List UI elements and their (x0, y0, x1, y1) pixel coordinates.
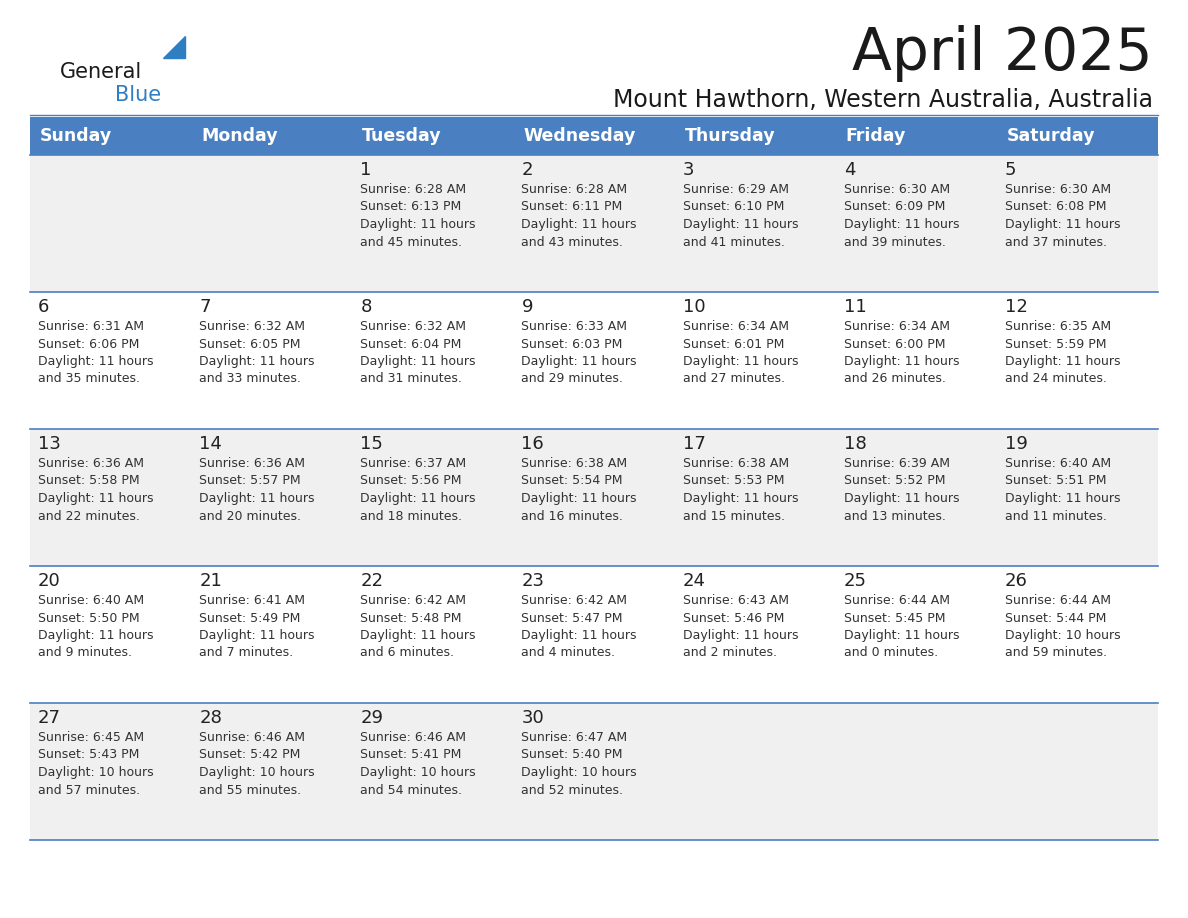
Text: Sunrise: 6:41 AM
Sunset: 5:49 PM
Daylight: 11 hours
and 7 minutes.: Sunrise: 6:41 AM Sunset: 5:49 PM Dayligh… (200, 594, 315, 659)
Text: Sunrise: 6:33 AM
Sunset: 6:03 PM
Daylight: 11 hours
and 29 minutes.: Sunrise: 6:33 AM Sunset: 6:03 PM Dayligh… (522, 320, 637, 386)
Text: Sunrise: 6:34 AM
Sunset: 6:00 PM
Daylight: 11 hours
and 26 minutes.: Sunrise: 6:34 AM Sunset: 6:00 PM Dayligh… (843, 320, 959, 386)
Text: Blue: Blue (115, 85, 162, 105)
Text: 14: 14 (200, 435, 222, 453)
Text: Sunrise: 6:38 AM
Sunset: 5:53 PM
Daylight: 11 hours
and 15 minutes.: Sunrise: 6:38 AM Sunset: 5:53 PM Dayligh… (683, 457, 798, 522)
Text: Sunrise: 6:36 AM
Sunset: 5:57 PM
Daylight: 11 hours
and 20 minutes.: Sunrise: 6:36 AM Sunset: 5:57 PM Dayligh… (200, 457, 315, 522)
Bar (30, 429, 1158, 566)
Text: Sunrise: 6:35 AM
Sunset: 5:59 PM
Daylight: 11 hours
and 24 minutes.: Sunrise: 6:35 AM Sunset: 5:59 PM Dayligh… (1005, 320, 1120, 386)
Text: Wednesday: Wednesday (524, 127, 636, 145)
Text: Sunrise: 6:34 AM
Sunset: 6:01 PM
Daylight: 11 hours
and 27 minutes.: Sunrise: 6:34 AM Sunset: 6:01 PM Dayligh… (683, 320, 798, 386)
Text: 24: 24 (683, 572, 706, 590)
Text: 15: 15 (360, 435, 384, 453)
Text: 27: 27 (38, 709, 61, 727)
Text: 20: 20 (38, 572, 61, 590)
Text: 9: 9 (522, 298, 533, 316)
Text: 7: 7 (200, 298, 210, 316)
Text: Mount Hawthorn, Western Australia, Australia: Mount Hawthorn, Western Australia, Austr… (613, 88, 1154, 112)
Text: Sunrise: 6:37 AM
Sunset: 5:56 PM
Daylight: 11 hours
and 18 minutes.: Sunrise: 6:37 AM Sunset: 5:56 PM Dayligh… (360, 457, 475, 522)
Text: Saturday: Saturday (1007, 127, 1095, 145)
Text: Sunrise: 6:39 AM
Sunset: 5:52 PM
Daylight: 11 hours
and 13 minutes.: Sunrise: 6:39 AM Sunset: 5:52 PM Dayligh… (843, 457, 959, 522)
Polygon shape (163, 36, 185, 58)
Text: 11: 11 (843, 298, 866, 316)
Text: 23: 23 (522, 572, 544, 590)
Text: Sunrise: 6:42 AM
Sunset: 5:48 PM
Daylight: 11 hours
and 6 minutes.: Sunrise: 6:42 AM Sunset: 5:48 PM Dayligh… (360, 594, 475, 659)
Text: Sunrise: 6:42 AM
Sunset: 5:47 PM
Daylight: 11 hours
and 4 minutes.: Sunrise: 6:42 AM Sunset: 5:47 PM Dayligh… (522, 594, 637, 659)
Text: 4: 4 (843, 161, 855, 179)
Text: 1: 1 (360, 161, 372, 179)
Text: Thursday: Thursday (684, 127, 776, 145)
Text: Sunrise: 6:28 AM
Sunset: 6:13 PM
Daylight: 11 hours
and 45 minutes.: Sunrise: 6:28 AM Sunset: 6:13 PM Dayligh… (360, 183, 475, 249)
Text: 30: 30 (522, 709, 544, 727)
Bar (30, 155, 1158, 292)
Text: Sunrise: 6:38 AM
Sunset: 5:54 PM
Daylight: 11 hours
and 16 minutes.: Sunrise: 6:38 AM Sunset: 5:54 PM Dayligh… (522, 457, 637, 522)
Text: Sunrise: 6:46 AM
Sunset: 5:42 PM
Daylight: 10 hours
and 55 minutes.: Sunrise: 6:46 AM Sunset: 5:42 PM Dayligh… (200, 731, 315, 797)
Text: Sunrise: 6:47 AM
Sunset: 5:40 PM
Daylight: 10 hours
and 52 minutes.: Sunrise: 6:47 AM Sunset: 5:40 PM Dayligh… (522, 731, 637, 797)
Text: Sunrise: 6:44 AM
Sunset: 5:45 PM
Daylight: 11 hours
and 0 minutes.: Sunrise: 6:44 AM Sunset: 5:45 PM Dayligh… (843, 594, 959, 659)
Text: 28: 28 (200, 709, 222, 727)
Text: Sunrise: 6:40 AM
Sunset: 5:50 PM
Daylight: 11 hours
and 9 minutes.: Sunrise: 6:40 AM Sunset: 5:50 PM Dayligh… (38, 594, 153, 659)
Text: Sunrise: 6:32 AM
Sunset: 6:04 PM
Daylight: 11 hours
and 31 minutes.: Sunrise: 6:32 AM Sunset: 6:04 PM Dayligh… (360, 320, 475, 386)
Text: Sunday: Sunday (40, 127, 112, 145)
Text: Sunrise: 6:32 AM
Sunset: 6:05 PM
Daylight: 11 hours
and 33 minutes.: Sunrise: 6:32 AM Sunset: 6:05 PM Dayligh… (200, 320, 315, 386)
Text: Sunrise: 6:29 AM
Sunset: 6:10 PM
Daylight: 11 hours
and 41 minutes.: Sunrise: 6:29 AM Sunset: 6:10 PM Dayligh… (683, 183, 798, 249)
Text: 29: 29 (360, 709, 384, 727)
Text: 26: 26 (1005, 572, 1028, 590)
Text: Sunrise: 6:30 AM
Sunset: 6:09 PM
Daylight: 11 hours
and 39 minutes.: Sunrise: 6:30 AM Sunset: 6:09 PM Dayligh… (843, 183, 959, 249)
Text: Friday: Friday (846, 127, 906, 145)
Bar (30, 566, 1158, 703)
Text: 21: 21 (200, 572, 222, 590)
Text: 17: 17 (683, 435, 706, 453)
Text: 5: 5 (1005, 161, 1017, 179)
Text: Sunrise: 6:45 AM
Sunset: 5:43 PM
Daylight: 10 hours
and 57 minutes.: Sunrise: 6:45 AM Sunset: 5:43 PM Dayligh… (38, 731, 153, 797)
Text: Sunrise: 6:31 AM
Sunset: 6:06 PM
Daylight: 11 hours
and 35 minutes.: Sunrise: 6:31 AM Sunset: 6:06 PM Dayligh… (38, 320, 153, 386)
Text: 8: 8 (360, 298, 372, 316)
Text: 6: 6 (38, 298, 50, 316)
Text: Sunrise: 6:44 AM
Sunset: 5:44 PM
Daylight: 10 hours
and 59 minutes.: Sunrise: 6:44 AM Sunset: 5:44 PM Dayligh… (1005, 594, 1120, 659)
Text: 13: 13 (38, 435, 61, 453)
Text: Sunrise: 6:28 AM
Sunset: 6:11 PM
Daylight: 11 hours
and 43 minutes.: Sunrise: 6:28 AM Sunset: 6:11 PM Dayligh… (522, 183, 637, 249)
Text: Tuesday: Tuesday (362, 127, 442, 145)
Text: 19: 19 (1005, 435, 1028, 453)
Bar (30, 117, 1158, 155)
Text: Sunrise: 6:30 AM
Sunset: 6:08 PM
Daylight: 11 hours
and 37 minutes.: Sunrise: 6:30 AM Sunset: 6:08 PM Dayligh… (1005, 183, 1120, 249)
Text: General: General (61, 62, 143, 82)
Text: Sunrise: 6:46 AM
Sunset: 5:41 PM
Daylight: 10 hours
and 54 minutes.: Sunrise: 6:46 AM Sunset: 5:41 PM Dayligh… (360, 731, 476, 797)
Text: 18: 18 (843, 435, 866, 453)
Text: 22: 22 (360, 572, 384, 590)
Text: 16: 16 (522, 435, 544, 453)
Text: 2: 2 (522, 161, 533, 179)
Text: Sunrise: 6:36 AM
Sunset: 5:58 PM
Daylight: 11 hours
and 22 minutes.: Sunrise: 6:36 AM Sunset: 5:58 PM Dayligh… (38, 457, 153, 522)
Bar (30, 703, 1158, 840)
Text: Monday: Monday (201, 127, 278, 145)
Text: Sunrise: 6:43 AM
Sunset: 5:46 PM
Daylight: 11 hours
and 2 minutes.: Sunrise: 6:43 AM Sunset: 5:46 PM Dayligh… (683, 594, 798, 659)
Text: 3: 3 (683, 161, 694, 179)
Text: 25: 25 (843, 572, 867, 590)
Text: 12: 12 (1005, 298, 1028, 316)
Text: 10: 10 (683, 298, 706, 316)
Text: April 2025: April 2025 (852, 25, 1154, 82)
Bar (30, 292, 1158, 429)
Text: Sunrise: 6:40 AM
Sunset: 5:51 PM
Daylight: 11 hours
and 11 minutes.: Sunrise: 6:40 AM Sunset: 5:51 PM Dayligh… (1005, 457, 1120, 522)
